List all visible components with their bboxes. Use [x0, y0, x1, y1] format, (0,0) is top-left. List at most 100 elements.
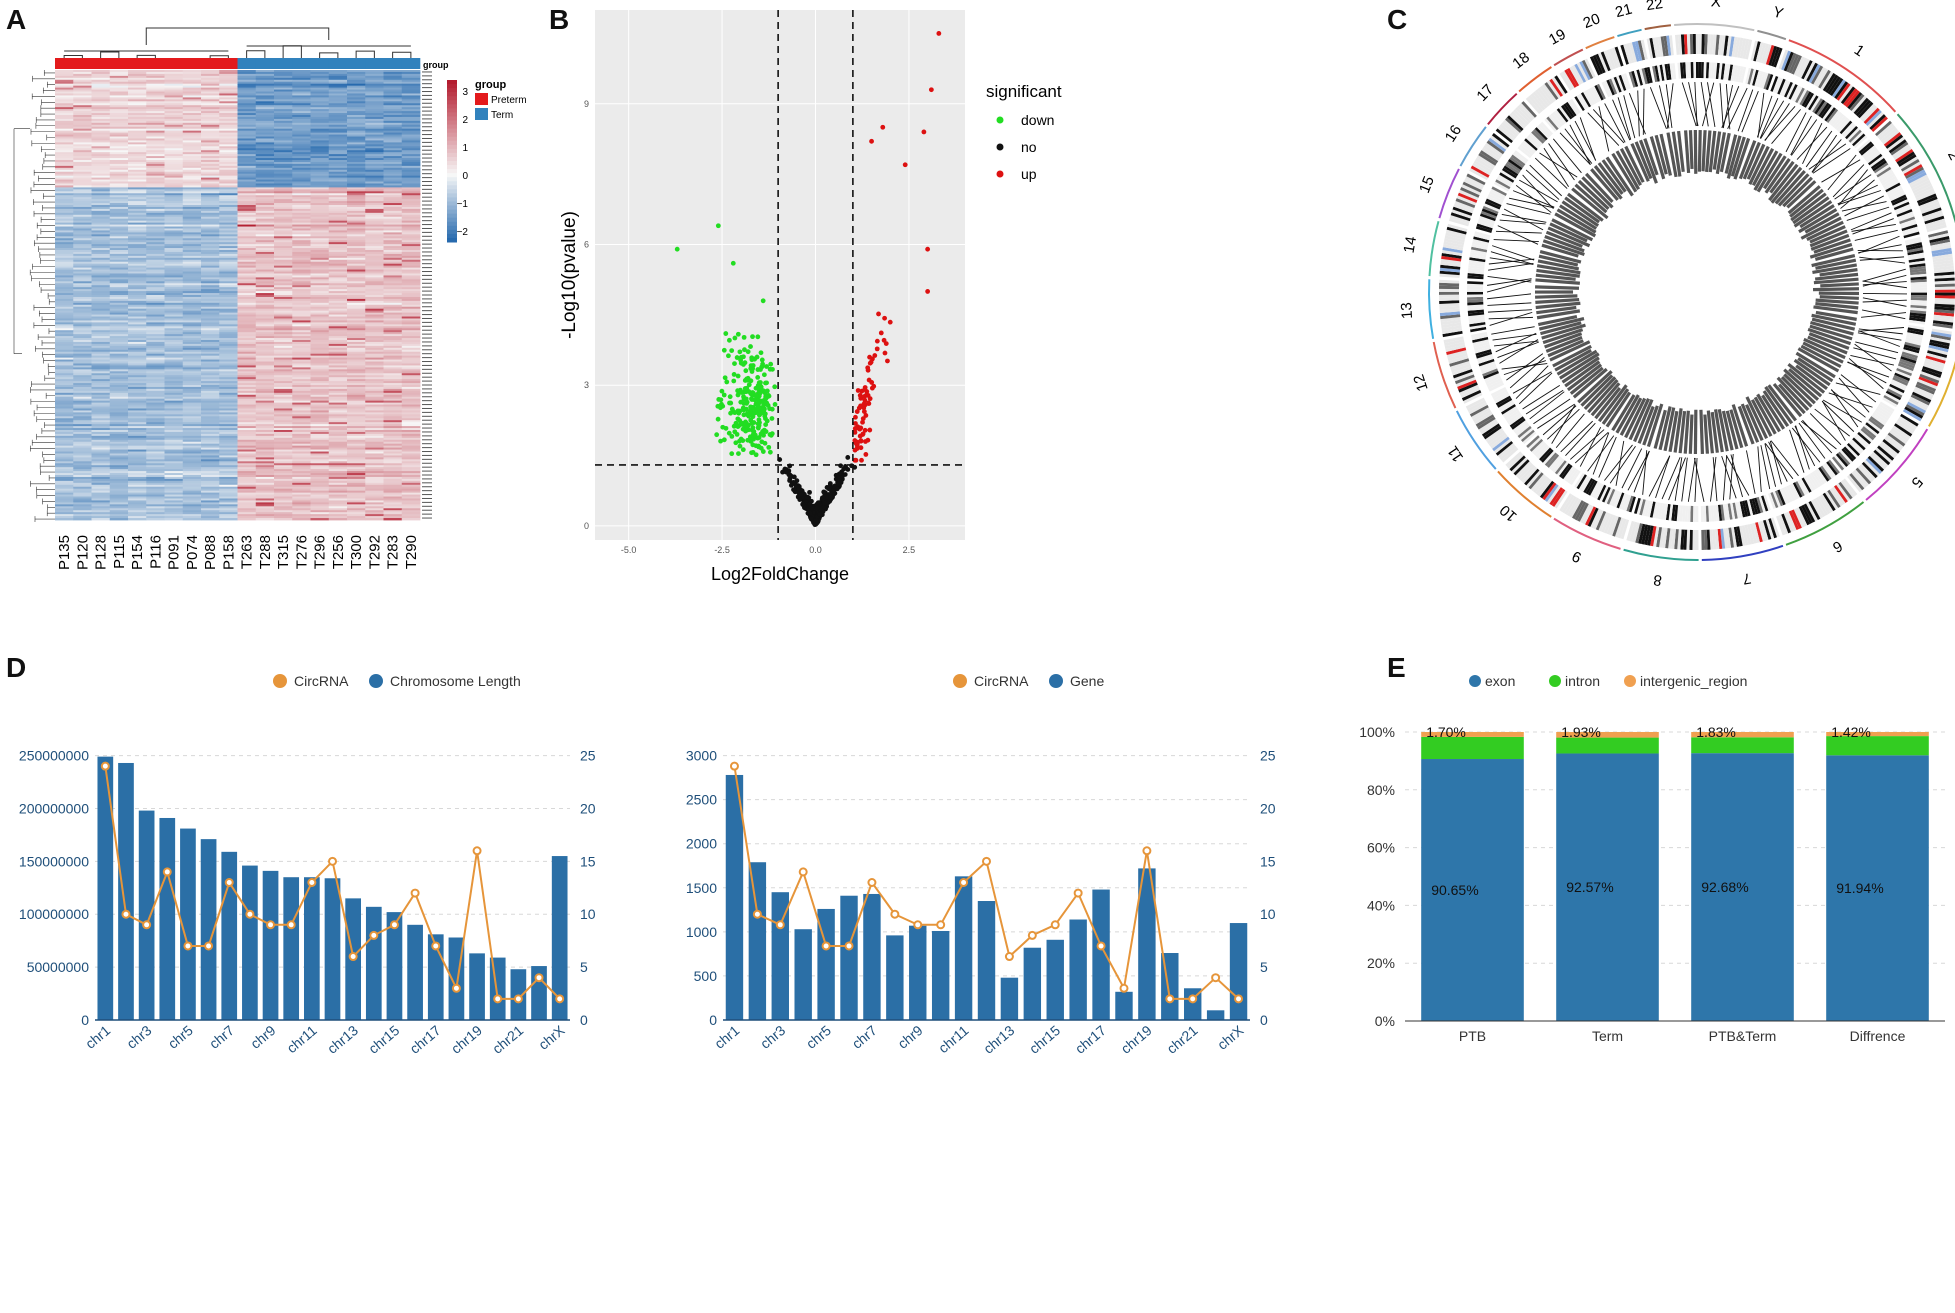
heatmap-cell	[128, 514, 147, 517]
heatmap-cell	[255, 212, 275, 216]
heatmap-cell	[182, 465, 202, 468]
heatmap-cell	[255, 228, 275, 231]
heatmap-cell	[292, 414, 311, 417]
heatmap-cell	[219, 377, 238, 380]
dendrogram-branch	[39, 281, 55, 288]
heatmap-cell	[347, 240, 366, 243]
heatmap-cell	[310, 510, 330, 513]
heatmap-cell	[292, 433, 311, 437]
heatmap-cell	[274, 316, 293, 319]
heatmap-cell	[347, 70, 366, 73]
heatmap-cell	[365, 506, 384, 509]
heatmap-cell	[128, 381, 147, 384]
group-cell	[128, 58, 147, 69]
heatmap-cell	[347, 255, 366, 259]
heatmap-cell	[328, 314, 348, 317]
heatmap-cell	[109, 469, 129, 472]
heatmap-cell	[383, 85, 403, 89]
heatmap-cell	[310, 394, 330, 398]
heatmap-cell	[55, 210, 74, 214]
heatmap-cell	[182, 351, 202, 355]
dendrogram-branch	[33, 210, 55, 217]
heatmap-cell	[255, 461, 275, 464]
heatmap-cell	[365, 394, 384, 398]
heatmap-cell	[274, 251, 293, 255]
heatmap-cell	[347, 398, 366, 402]
heatmap-cell	[310, 416, 330, 419]
heatmap-cell	[128, 412, 147, 415]
heatmap-cell	[146, 263, 165, 267]
heatmap-cell	[55, 205, 74, 208]
heatmap-cell	[91, 428, 111, 431]
heatmap-cell	[310, 420, 330, 423]
dendrogram-branch	[209, 55, 229, 58]
heatmap-cell	[164, 257, 184, 261]
heatmap-cell	[109, 375, 129, 378]
heatmap-cell	[255, 71, 275, 75]
heatmap-cell	[237, 467, 257, 470]
heatmap-cell	[255, 381, 275, 384]
heatmap-cell	[274, 195, 293, 198]
heatmap-cell	[237, 431, 257, 435]
heatmap-cell	[201, 392, 220, 396]
heatmap-cell	[383, 120, 403, 124]
heatmap-cell	[328, 122, 348, 126]
heatmap-cell	[274, 398, 293, 402]
heatmap-cell	[201, 265, 220, 269]
heatmap-cell	[237, 334, 257, 337]
heatmap-cell	[146, 105, 165, 108]
heatmap-cell	[201, 113, 220, 116]
heatmap-cell	[55, 255, 74, 259]
heatmap-cell	[146, 480, 165, 484]
colorbar-step	[447, 84, 457, 89]
heatmap-cell	[383, 118, 403, 122]
heatmap-cell	[201, 234, 220, 237]
heatmap-cell	[55, 431, 74, 435]
heatmap-cell	[128, 445, 147, 449]
heatmap-cell	[146, 345, 165, 349]
heatmap-cell	[219, 336, 238, 339]
heatmap-cell	[365, 300, 384, 304]
heatmap-cell	[292, 328, 311, 331]
heatmap-cell	[255, 161, 275, 165]
heatmap-cell	[55, 169, 74, 173]
heatmap-cell	[128, 385, 147, 388]
heatmap-cell	[182, 291, 202, 294]
heatmap-cell	[164, 132, 184, 135]
heatmap-cell	[128, 267, 147, 270]
heatmap-cell	[292, 118, 311, 122]
heatmap-cell	[237, 134, 257, 137]
heatmap-cell	[73, 516, 92, 519]
heatmap-cell	[401, 199, 421, 202]
heatmap-cell	[274, 459, 293, 462]
heatmap-cell	[328, 361, 348, 364]
heatmap-cell	[383, 261, 403, 265]
heatmap-cell	[73, 142, 92, 145]
heatmap-cell	[310, 322, 330, 325]
heatmap-cell	[310, 437, 330, 441]
heatmap-cell	[255, 320, 275, 323]
heatmap-cell	[182, 191, 202, 194]
heatmap-cell	[146, 424, 165, 427]
heatmap-cell	[365, 130, 384, 134]
heatmap-cell	[182, 208, 202, 212]
colorbar-step	[447, 112, 457, 117]
heatmap-cell	[164, 265, 184, 269]
heatmap-cell	[201, 253, 220, 257]
heatmap-cell	[55, 134, 74, 137]
heatmap-cell	[237, 388, 257, 392]
heatmap-cell	[255, 291, 275, 294]
heatmap-cell	[274, 109, 293, 112]
heatmap-cell	[73, 361, 92, 364]
heatmap-cell	[109, 430, 129, 433]
heatmap-cell	[73, 347, 92, 351]
heatmap-cell	[128, 261, 147, 265]
heatmap-cell	[383, 171, 403, 175]
heatmap-cell	[109, 475, 129, 478]
heatmap-cell	[401, 187, 421, 190]
heatmap-cell	[146, 475, 165, 478]
heatmap-cell	[164, 398, 184, 402]
heatmap-cell	[310, 154, 330, 157]
heatmap-cell	[109, 300, 129, 304]
heatmap-cell	[164, 381, 184, 384]
